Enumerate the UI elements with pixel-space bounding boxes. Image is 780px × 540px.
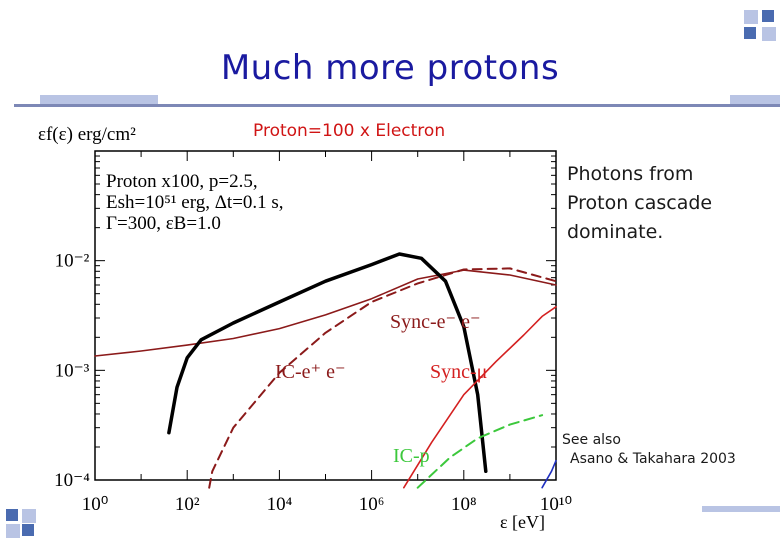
corner-square	[744, 10, 758, 24]
series-line-0	[94, 269, 557, 357]
param-annotation-line: Proton x100, p=2.5,	[106, 171, 258, 192]
series-label-ic-e: IC-e⁺ e⁻	[275, 361, 346, 383]
callout-line: Proton cascade	[567, 192, 713, 214]
param-annotation-line: Γ=300, εB=1.0	[106, 213, 221, 234]
title-rule	[14, 104, 780, 107]
bottom-rule	[702, 506, 780, 512]
series-line-3	[403, 306, 557, 489]
corner-square	[6, 509, 18, 521]
slide-title: Much more protons	[220, 48, 560, 88]
series-line-5	[541, 459, 557, 489]
x-tick-label: 10⁶	[359, 494, 385, 515]
x-tick-label: 10⁰	[82, 494, 109, 515]
x-axis-label: ε [eV]	[500, 512, 545, 532]
corner-square	[744, 27, 756, 39]
corner-square	[762, 27, 776, 41]
y-tick-label: 10⁻³	[55, 360, 90, 381]
y-tick-label: 10⁻⁴	[54, 470, 90, 491]
corner-square	[6, 524, 20, 538]
reference-line: Asano & Takahara 2003	[570, 451, 736, 467]
series-line-2	[208, 267, 557, 489]
reference-box	[558, 430, 760, 468]
x-tick-label: 10²	[175, 494, 200, 515]
corner-square	[22, 509, 36, 523]
series-label-ic-p: IC-p	[393, 445, 430, 467]
reference-line: See also	[562, 432, 621, 448]
title-rule-tab	[40, 95, 158, 104]
y-tick-label: 10⁻²	[55, 251, 90, 272]
title-rule-tab	[730, 95, 780, 104]
series-line-1	[167, 252, 488, 474]
subtitle: Proton=100 x Electron	[253, 121, 446, 141]
y-axis-label: εf(ε) erg/cm²	[38, 124, 136, 145]
callout-line: dominate.	[567, 221, 664, 243]
corner-square	[762, 10, 774, 22]
callout-box	[560, 158, 760, 244]
series-label-sync-mu: Sync-μ	[430, 361, 487, 383]
param-annotation-line: Esh=10⁵¹ erg, Δt=0.1 s,	[106, 192, 284, 213]
corner-square	[22, 524, 34, 536]
x-tick-label: 10⁸	[451, 494, 477, 515]
x-tick-label: 10¹⁰	[540, 494, 572, 515]
series-label-sync-e: Sync-e⁻ e⁻	[390, 311, 481, 333]
x-tick-label: 10⁴	[267, 494, 293, 515]
callout-line: Photons from	[567, 163, 694, 185]
